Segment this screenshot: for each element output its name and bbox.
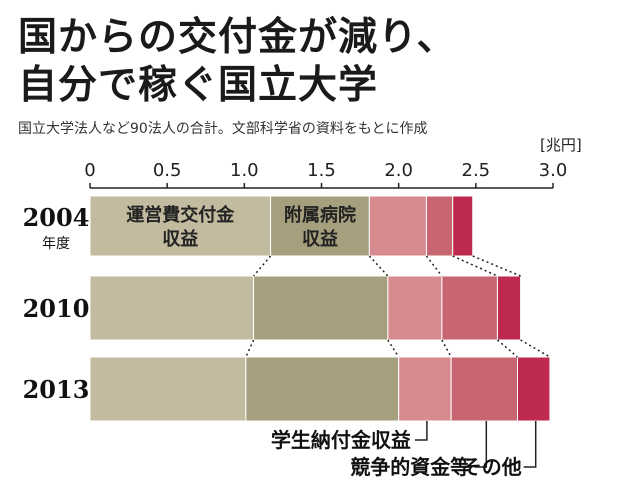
bar-2010-series-0 — [89, 275, 255, 341]
connector-2010-3 — [496, 339, 518, 358]
bar-2013-series-3 — [450, 356, 519, 422]
connector-2004-0 — [253, 255, 272, 277]
leader-line-3 — [474, 421, 488, 468]
year-suffix-2004: 年度 — [42, 236, 70, 252]
bar-2013-series-0 — [89, 356, 247, 422]
x-tick-label-5: 2.5 — [462, 160, 491, 181]
connector-2010-0 — [245, 339, 255, 358]
bar-2010-series-4 — [496, 275, 522, 341]
series-label-0-line-1: 運営費交付金 — [126, 204, 235, 226]
connector-2004-2 — [425, 255, 443, 277]
bar-2004-series-1 — [270, 195, 370, 257]
title-line-2: 自分で稼ぐ国立大学 — [18, 63, 379, 108]
chart-title: 国からの交付金が減り、 自分で稼ぐ国立大学 — [18, 14, 456, 110]
bar-2013-series-1 — [245, 356, 400, 422]
bar-2013-series-2 — [398, 356, 452, 422]
bar-2004-series-0 — [89, 195, 272, 257]
axis-unit-label: [兆円] — [540, 136, 582, 154]
leader-line-2 — [414, 421, 428, 441]
legend-label-3: 競争的資金等 — [350, 455, 470, 479]
legend-label-4: その他 — [462, 455, 522, 479]
bar-2010-series-3 — [441, 275, 498, 341]
year-label-2004: 2004 — [23, 203, 90, 232]
connector-2010-4 — [520, 339, 551, 358]
series-label-0-line-2: 収益 — [162, 228, 198, 250]
title-line-1: 国からの交付金が減り、 — [18, 15, 457, 60]
x-tick-label-6: 3.0 — [539, 160, 568, 181]
x-tick-label-3: 1.5 — [307, 160, 336, 181]
connector-2004-4 — [472, 255, 521, 277]
x-tick-label-0: 0 — [84, 160, 95, 181]
bar-2004-series-2 — [368, 195, 427, 257]
bar-2010-series-1 — [253, 275, 389, 341]
x-tick-label-1: 0.5 — [153, 160, 182, 181]
connector-2004-1 — [368, 255, 389, 277]
chart-subtitle: 国立大学法人など90法人の合計。文部科学省の資料をもとに作成 — [18, 121, 428, 137]
bar-2013-series-4 — [517, 356, 551, 422]
leader-line-4 — [523, 421, 537, 468]
connector-2010-1 — [387, 339, 400, 358]
bar-2004-series-4 — [452, 195, 474, 257]
connector-2010-2 — [441, 339, 452, 358]
series-label-1-line-2: 収益 — [302, 228, 338, 250]
year-label-2010: 2010 — [23, 294, 90, 323]
bar-2010-series-2 — [387, 275, 443, 341]
connector-2004-3 — [452, 255, 498, 277]
series-label-1-line-1: 附属病院 — [284, 204, 356, 226]
legend-label-2: 学生納付金収益 — [271, 428, 411, 452]
x-tick-label-2: 1.0 — [230, 160, 259, 181]
bar-2004-series-3 — [425, 195, 454, 257]
x-tick-label-4: 2.0 — [384, 160, 413, 181]
year-label-2013: 2013 — [23, 375, 90, 404]
